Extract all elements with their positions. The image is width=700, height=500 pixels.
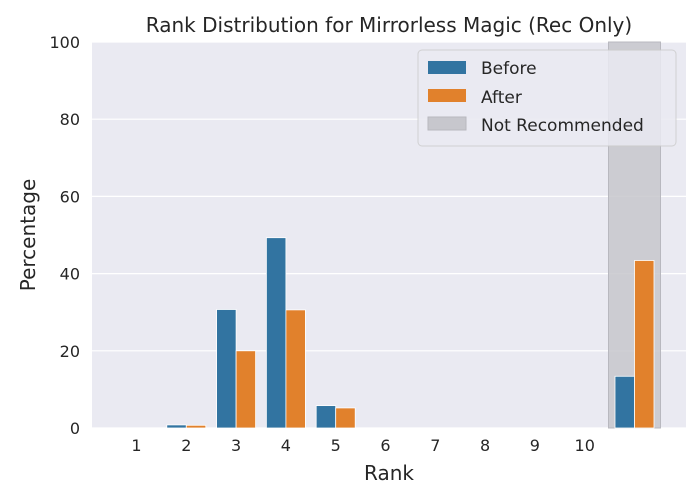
chart-title: Rank Distribution for Mirrorless Magic (… [146, 13, 632, 37]
x-tick-label-7: 8 [480, 436, 490, 455]
y-tick-label-1: 20 [60, 342, 80, 361]
legend-swatch-not-recommended [427, 116, 467, 131]
y-tick-label-4: 80 [60, 110, 80, 129]
bar-after-1 [185, 424, 207, 429]
x-tick-labels: 1 2 3 4 5 6 7 8 9 10 [131, 436, 594, 455]
bar-before-1 [166, 424, 187, 429]
bar-after-10 [634, 260, 655, 429]
y-tick-label-0: 0 [70, 419, 80, 438]
y-tick-label-3: 60 [60, 187, 80, 206]
y-axis-title: Percentage [16, 179, 40, 292]
bar-before-10 [614, 375, 635, 429]
x-tick-label-4: 5 [331, 436, 341, 455]
y-tick-label-2: 40 [60, 265, 80, 284]
x-tick-label-6: 7 [430, 436, 440, 455]
x-axis-title: Rank [364, 461, 414, 485]
x-tick-label-3: 4 [281, 436, 291, 455]
bar-after-4 [335, 407, 356, 429]
legend: Before After Not Recommended [417, 49, 677, 147]
bar-before-4 [315, 405, 337, 429]
legend-swatch-after [428, 89, 466, 102]
bars [166, 237, 655, 429]
x-tick-label-5: 6 [380, 436, 390, 455]
legend-box [417, 49, 677, 147]
bar-after-3 [285, 309, 306, 429]
bar-before-2 [216, 309, 237, 429]
y-tick-labels: 0 20 40 60 80 100 [49, 33, 80, 438]
x-tick-label-9: 10 [575, 436, 595, 455]
bar-after-2 [235, 350, 257, 429]
legend-label-after: After [481, 88, 522, 108]
bar-before-3 [265, 237, 287, 429]
x-tick-label-8: 9 [530, 436, 540, 455]
x-tick-label-2: 3 [231, 436, 241, 455]
x-tick-label-0: 1 [131, 436, 141, 455]
legend-label-not-recommended: Not Recommended [481, 116, 644, 136]
legend-label-before: Before [481, 59, 537, 79]
y-tick-label-5: 100 [49, 33, 80, 52]
legend-swatch-before [428, 61, 466, 74]
x-tick-label-1: 2 [181, 436, 191, 455]
